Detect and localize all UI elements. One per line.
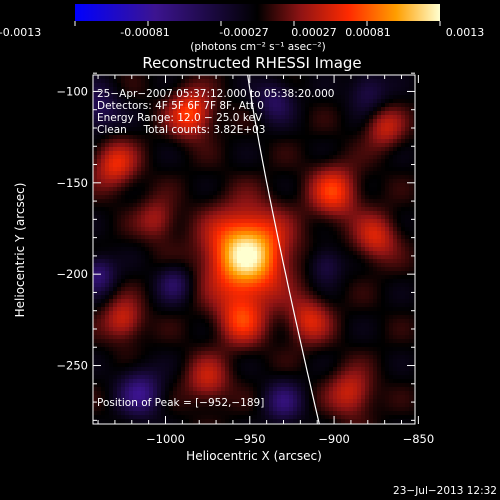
- colorbar-tick-label: -0.0013: [0, 26, 41, 39]
- info-line: 25−Apr−2007 05:37:12.000 to 05:38:20.000: [97, 88, 334, 100]
- x-axis-label: Heliocentric X (arcsec): [186, 449, 322, 463]
- colorbar-tick-label: 0.00081: [345, 26, 391, 39]
- colorbar-tick-label: 0.00027: [291, 26, 337, 39]
- x-tick-label: −950: [234, 432, 266, 446]
- timestamp: 23−Jul−2013 12:32: [393, 485, 497, 497]
- y-axis-label: Heliocentric Y (arcsec): [13, 183, 27, 318]
- colorbar-tick-label: 0.0013: [446, 26, 485, 39]
- y-tick-label: −100: [56, 84, 88, 98]
- axis-ticks: −1000 −950 −900 −850 −250 −200 −150 −100: [56, 72, 435, 446]
- chart-title: Reconstructed RHESSI Image: [142, 54, 361, 72]
- colorbar-unit-label: (photons cm⁻² s⁻¹ asec⁻²): [190, 41, 325, 53]
- heatmap-image: [93, 75, 415, 424]
- plot-frame: [92, 74, 416, 425]
- info-line: Energy Range: 12.0 − 25.0 keV: [97, 112, 263, 124]
- x-tick-label: −900: [318, 432, 350, 446]
- peak-position-label: Position of Peak = [−952,−189]: [97, 397, 264, 409]
- colorbar-tick-label: -0.00027: [219, 26, 268, 39]
- y-tick-label: −200: [56, 267, 88, 281]
- colorbar-ticks: [74, 21, 441, 26]
- info-line: Detectors: 4F 5F 6F 7F 8F, Att 0: [97, 100, 264, 112]
- colorbar-gradient: [75, 4, 440, 21]
- y-tick-label: −250: [56, 359, 88, 373]
- x-tick-label: −850: [403, 432, 435, 446]
- colorbar: -0.0013 -0.00081 -0.00027 0.00027 0.0008…: [0, 4, 484, 53]
- solar-limb-line: [247, 75, 320, 424]
- y-tick-label: −150: [56, 176, 88, 190]
- info-line: Clean Total counts: 3.82E+03: [97, 124, 266, 136]
- colorbar-tick-label: -0.00081: [120, 26, 169, 39]
- observation-info: 25−Apr−2007 05:37:12.000 to 05:38:20.000…: [97, 88, 334, 136]
- x-tick-label: −1000: [146, 432, 185, 446]
